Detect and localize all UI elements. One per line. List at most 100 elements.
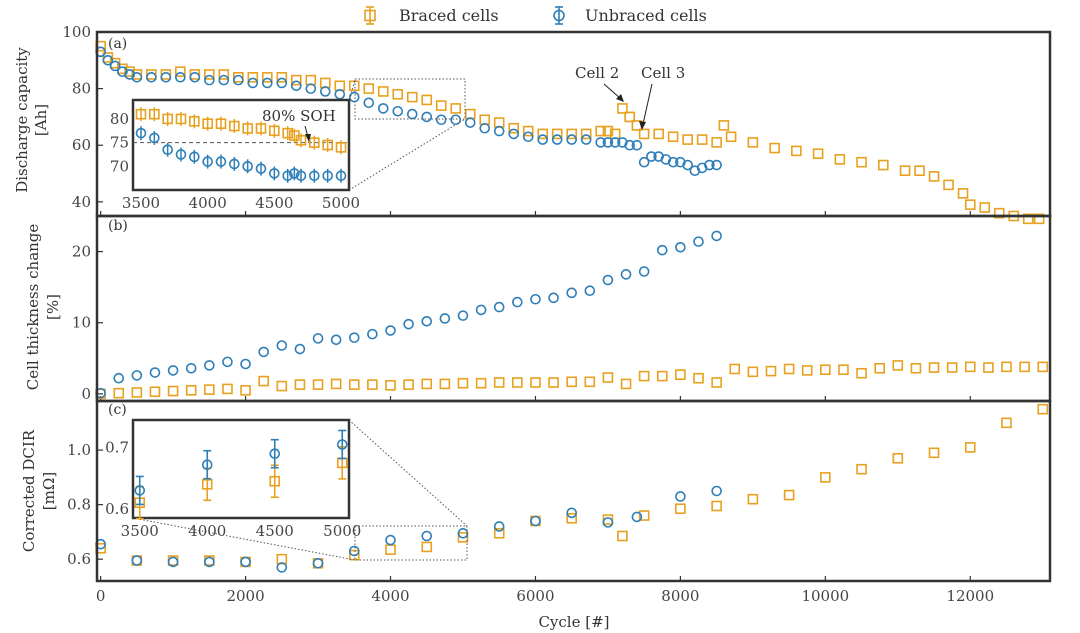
panel-c-braced-point [711,500,722,512]
panel-c-braced-point [421,541,433,553]
panel-a-unbraced-point [667,156,679,168]
panel-a-braced-point [102,52,114,63]
x-tick-label: 0 [96,587,106,605]
panel-a-braced-point [1033,213,1045,225]
panel-c-unbraced-point [240,556,251,568]
panel-b-unbraced-point [675,242,686,253]
inset-a-unbraced-point [322,170,333,182]
inset-c-ytick-label: 0.7 [105,439,129,457]
panel-a-braced-point [276,71,288,83]
panel-c-ytick-label: 1.0 [67,441,91,459]
inset-c-xtick-label: 4500 [256,522,294,540]
x-tick-label: 8000 [661,587,699,605]
panel-c-zoom-box [354,525,468,561]
panel-c-inset-frame [131,418,351,520]
panel-c-unbraced-point [385,534,396,546]
inset-a-unbraced-point [269,168,280,179]
panel-b-braced-point [439,378,451,390]
panel-a-braced-point [233,71,244,83]
inset-a-braced-point [229,120,240,132]
panel-b-unbraced-point [330,334,342,346]
panel-c-unbraced-point [276,562,288,573]
panel-b-unbraced-point [240,358,251,370]
panel-b-braced-point [385,380,396,391]
panel-b-braced-point [1001,361,1012,373]
panel-b-unbraced-point [475,304,487,316]
inset-a-unbraced-point [255,163,267,174]
panel-a-braced-point [899,165,911,177]
panel-c-unbraced-point [530,515,541,527]
panel-b-unbraced-point [204,360,215,371]
panel-a-unbraced-point [580,134,592,145]
panel-a-braced-point [124,66,135,77]
inset-a-braced-point [202,118,213,129]
panel-a-capacity: Discharge capacity [Ah] (a) 40 60 80 100 Ce… [13,23,1052,225]
panel-b-braced-point [548,377,559,388]
x-tick-label: 4000 [371,587,409,605]
panel-a-unbraced-point [189,71,201,83]
panel-a-ylabel-line1: Discharge capacity [13,47,31,193]
panel-a-braced-point [493,117,505,128]
panel-b-braced-point [983,362,994,373]
panel-c-unbraced-point [566,507,577,519]
panel-c-ylabel-line2: [mΩ] [40,472,58,510]
cell3-arrow [642,83,653,125]
panel-a-braced-point [406,91,418,103]
panel-b-ylabel-line2: [%] [44,294,62,320]
x-tick-label: 2000 [226,587,264,605]
panel-b-braced-point [783,363,795,375]
panel-a-braced-point [617,103,628,114]
panel-a-braced-point [711,137,722,148]
inset-a-xtick-label: 4500 [255,194,293,212]
panel-a-unbraced-point [624,139,635,151]
panel-b-braced-point [747,366,759,378]
panel-c-ytick-label: 0.6 [67,550,91,568]
panel-b-unbraced-point [638,266,650,277]
inset-a-xtick-label: 5000 [322,194,360,212]
panel-a-braced-point [305,74,317,86]
panel-a-braced-point [682,134,693,145]
panel-a-braced-point [993,207,1005,219]
panel-a-braced-point [435,100,447,111]
panel-b-unbraced-point [620,269,632,280]
panel-a-unbraced-point [102,55,114,66]
panel-c-inset: 0.6 0.7 3500 4000 4500 5000 [105,418,361,540]
panel-a-braced-point [537,128,548,140]
panel-b-unbraced-point [602,274,614,286]
panel-c-braced-point [1001,417,1012,429]
panel-a-braced-point [421,94,433,106]
panel-a-braced-point [878,159,889,171]
panel-a-braced-point [160,69,172,80]
panel-a-unbraced-point [595,137,606,148]
panel-a-braced-point [725,131,737,143]
panel-c-unbraced-point [631,511,643,523]
panel-b-braced-point [638,370,650,382]
panel-a-unbraced-point [450,114,462,126]
panel-b-braced-point [693,372,704,384]
panel-a-zoom-box [354,78,466,120]
panel-b-unbraced-point [584,285,596,297]
panel-a-unbraced-point [146,71,157,83]
panel-a-unbraced-point [290,80,302,92]
inset-a-unbraced-point [335,170,347,182]
panel-a-braced-point [580,128,592,140]
inset-c-unbraced-point [134,485,146,496]
panel-b-braced-point [276,380,288,392]
inset-a-braced-point [175,113,187,125]
inset-a-ytick-label: 70 [110,157,129,175]
panel-b-unbraced-point [167,365,179,376]
inset-a-braced-point [149,108,160,120]
panel-a-unbraced-point [160,71,172,83]
panel-a-unbraced-point [551,134,563,145]
panel-b-braced-point [1019,361,1030,373]
panel-c-braced-point [1037,403,1049,415]
inset-c-unbraced-point [336,439,348,450]
panel-b-thickness: Cell thickness change [%] (b) 0 10 20 [24,214,1052,403]
panel-a-unbraced-point [493,125,505,137]
panel-a-braced-point [363,83,375,94]
panel-a-braced-point [262,71,273,83]
panel-b-braced-point [820,364,831,375]
panel-b-unbraced-point [656,244,668,256]
inset-soh-annotation: 80% SOH [262,107,336,125]
panel-b-braced-point [566,376,577,388]
